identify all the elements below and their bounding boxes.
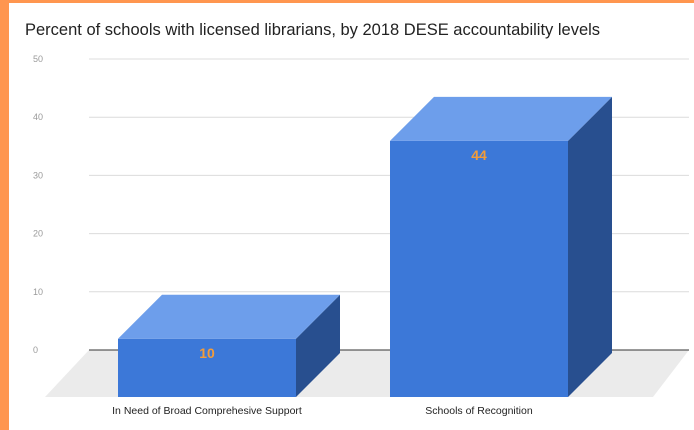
- bar-side: [296, 294, 340, 397]
- y-tick-label: 10: [33, 287, 43, 297]
- bar-top: [390, 96, 612, 141]
- bar: [390, 140, 568, 398]
- y-tick-label: 20: [33, 229, 43, 239]
- bar: [118, 338, 296, 397]
- x-category-label: In Need of Broad Comprehesive Support: [112, 405, 302, 417]
- data-label: 10: [199, 345, 215, 361]
- x-category-label: Schools of Recognition: [425, 405, 533, 417]
- y-tick-label: 40: [33, 112, 43, 122]
- data-label: 44: [471, 147, 487, 163]
- bar-top: [118, 294, 340, 339]
- y-tick-label: 50: [33, 54, 43, 64]
- bar-side: [568, 96, 612, 398]
- y-tick-label: 30: [33, 170, 43, 180]
- y-tick-label: 0: [33, 345, 38, 355]
- chart-card: Percent of schools with licensed librari…: [9, 3, 694, 430]
- bar-chart: 0 10 20 30 40 50 10 In Need of Broad Comprehesi…: [33, 54, 689, 417]
- chart-title: Percent of schools with licensed librari…: [25, 21, 601, 39]
